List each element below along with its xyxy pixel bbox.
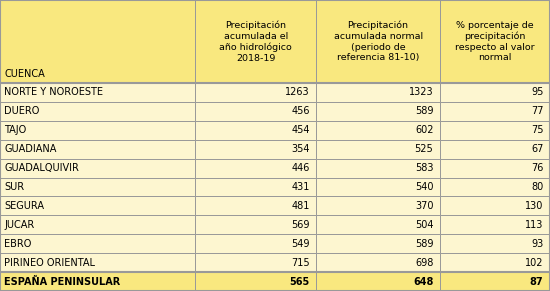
Text: 549: 549 [291,239,310,249]
Text: 589: 589 [415,106,433,116]
Bar [0,102,195,121]
Text: 95: 95 [531,87,543,97]
Bar [0,272,195,291]
Bar [0,0,195,83]
Text: 130: 130 [525,201,543,211]
Bar [440,102,550,121]
Text: 698: 698 [415,258,433,268]
Text: 456: 456 [291,106,310,116]
Text: 569: 569 [291,220,310,230]
Text: 525: 525 [415,144,433,154]
Bar [440,234,550,253]
Bar [440,272,550,291]
Bar [440,0,550,83]
Bar [195,140,316,159]
Bar [440,178,550,196]
Bar [0,159,195,178]
Text: CUENCA: CUENCA [4,70,45,79]
Bar [316,0,440,83]
Text: SUR: SUR [4,182,25,192]
Bar [195,234,316,253]
Text: % porcentaje de
precipitación
respecto al valor
normal: % porcentaje de precipitación respecto a… [455,21,535,62]
Bar [195,159,316,178]
Bar [440,140,550,159]
Text: 583: 583 [415,163,433,173]
Bar [440,215,550,234]
Text: 446: 446 [292,163,310,173]
Bar [0,215,195,234]
Bar [316,102,440,121]
Bar [316,234,440,253]
Text: DUERO: DUERO [4,106,40,116]
Bar [195,253,316,272]
Bar [316,83,440,102]
Text: EBRO: EBRO [4,239,32,249]
Text: 113: 113 [525,220,543,230]
Text: 75: 75 [531,125,543,135]
Text: 93: 93 [531,239,543,249]
Bar [440,121,550,140]
Text: JUCAR: JUCAR [4,220,35,230]
Bar [316,140,440,159]
Text: PIRINEO ORIENTAL: PIRINEO ORIENTAL [4,258,95,268]
Text: 540: 540 [415,182,433,192]
Bar [0,178,195,196]
Text: 87: 87 [530,276,543,287]
Bar [316,159,440,178]
Bar [195,215,316,234]
Text: 565: 565 [289,276,310,287]
Text: 648: 648 [413,276,433,287]
Text: GUADIANA: GUADIANA [4,144,57,154]
Text: 80: 80 [531,182,543,192]
Text: Precipitación
acumulada el
año hidrológico
2018-19: Precipitación acumulada el año hidrológi… [219,20,292,63]
Bar [0,234,195,253]
Bar [440,159,550,178]
Text: 370: 370 [415,201,433,211]
Bar [195,272,316,291]
Text: 602: 602 [415,125,433,135]
Bar [195,83,316,102]
Bar [0,196,195,215]
Bar [0,253,195,272]
Text: 76: 76 [531,163,543,173]
Text: 1263: 1263 [285,87,310,97]
Text: 481: 481 [292,201,310,211]
Text: 67: 67 [531,144,543,154]
Bar [316,178,440,196]
Text: 77: 77 [531,106,543,116]
Bar [440,196,550,215]
Text: 504: 504 [415,220,433,230]
Text: 1323: 1323 [409,87,433,97]
Text: 454: 454 [291,125,310,135]
Text: 431: 431 [292,182,310,192]
Bar [0,121,195,140]
Text: 715: 715 [291,258,310,268]
Bar [195,196,316,215]
Bar [195,178,316,196]
Bar [316,196,440,215]
Bar [316,253,440,272]
Bar [195,0,316,83]
Bar [440,253,550,272]
Text: ESPAÑA PENINSULAR: ESPAÑA PENINSULAR [4,276,120,287]
Text: SEGURA: SEGURA [4,201,45,211]
Text: GUADALQUIVIR: GUADALQUIVIR [4,163,79,173]
Text: Precipitación
acumulada normal
(periodo de
referencia 81-10): Precipitación acumulada normal (periodo … [333,21,423,62]
Bar [316,215,440,234]
Text: NORTE Y NOROESTE: NORTE Y NOROESTE [4,87,103,97]
Bar [195,102,316,121]
Bar [316,121,440,140]
Bar [195,121,316,140]
Text: 102: 102 [525,258,543,268]
Bar [0,83,195,102]
Text: 354: 354 [291,144,310,154]
Bar [440,83,550,102]
Text: 589: 589 [415,239,433,249]
Bar [0,140,195,159]
Text: TAJO: TAJO [4,125,26,135]
Bar [316,272,440,291]
